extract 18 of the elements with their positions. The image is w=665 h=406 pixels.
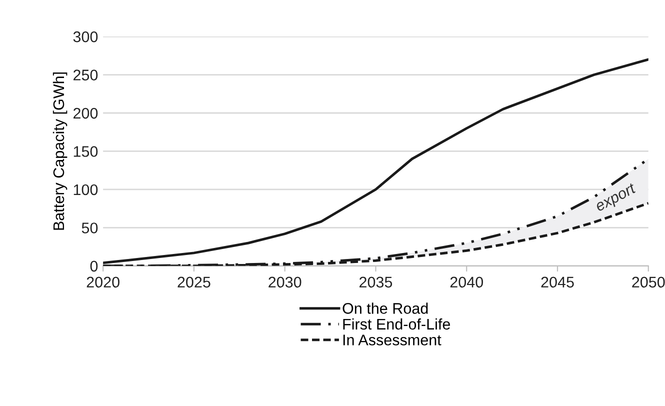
y-tick-label: 250 <box>73 70 98 80</box>
y-tick-label: 0 <box>90 260 98 272</box>
y-tick-label: 50 <box>82 222 98 234</box>
y-tick-label: 200 <box>73 108 98 119</box>
legend-label: In Assessment <box>343 334 442 346</box>
x-tick-label: 2040 <box>450 276 484 288</box>
y-axis-title: Battery Capacity [GWh] <box>52 72 68 230</box>
x-tick-label: 2035 <box>360 276 392 288</box>
x-tick-label: 2045 <box>541 276 574 288</box>
x-tick-label: 2050 <box>632 276 665 288</box>
y-tick-label: 150 <box>74 146 98 157</box>
legend-label: First End-of-Life <box>343 318 450 330</box>
x-tick-label: 2025 <box>178 276 210 288</box>
x-tick-label: 2030 <box>268 276 302 288</box>
y-tick-label: 300 <box>73 31 98 42</box>
legend-label: On the Road <box>342 302 428 314</box>
y-tick-label: 100 <box>74 184 98 196</box>
x-tick-label: 2020 <box>86 276 120 288</box>
